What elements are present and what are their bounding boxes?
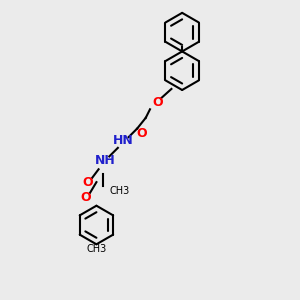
Text: CH3: CH3 bbox=[86, 244, 106, 254]
Text: O: O bbox=[80, 190, 91, 204]
Text: NH: NH bbox=[94, 154, 116, 167]
Text: O: O bbox=[152, 96, 163, 110]
Text: HN: HN bbox=[113, 134, 134, 147]
Text: CH3: CH3 bbox=[109, 186, 130, 196]
Text: O: O bbox=[136, 128, 147, 140]
Text: O: O bbox=[82, 176, 93, 189]
